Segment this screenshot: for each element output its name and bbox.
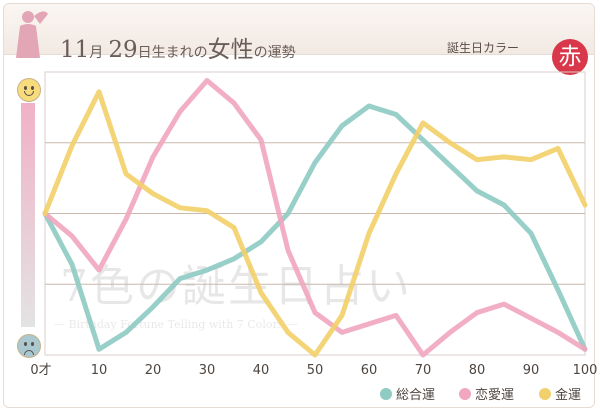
chart-frame	[3, 3, 595, 408]
series-line-2	[42, 89, 588, 358]
legend-money-swatch	[539, 388, 551, 400]
x-tick-label: 90	[523, 363, 540, 378]
x-tick-label: 100	[573, 363, 598, 378]
birthday-color-label: 誕生日カラー	[447, 41, 520, 55]
title-gender: 女性	[207, 37, 254, 63]
smile-face-icon	[17, 78, 41, 102]
sad-face-icon	[17, 334, 41, 358]
page-title: 11月 29日生まれの女性の運勢	[60, 30, 296, 64]
legend-item-love: 恋愛運	[459, 384, 514, 403]
title-month-unit: 月	[89, 45, 104, 61]
title-day-unit: 日生まれの	[137, 45, 208, 61]
watermark-subtitle: — Birthday Fortune Telling with 7 Colors…	[54, 318, 298, 331]
woman-silhouette-icon	[16, 11, 48, 58]
title-day: 29	[108, 37, 138, 63]
x-tick-label: 50	[307, 363, 324, 378]
legend-item-overall: 総合運	[380, 384, 435, 403]
legend-overall-swatch	[380, 388, 392, 400]
legend-item-money: 金運	[539, 384, 581, 403]
x-tick-label: 20	[145, 363, 162, 378]
x-tick-label: 70	[415, 363, 432, 378]
fortune-level-bar	[21, 103, 35, 327]
title-tail: の運勢	[253, 45, 296, 61]
x-tick-label: 80	[469, 363, 486, 378]
header: 11月 29日生まれの女性の運勢 誕生日カラー 赤	[4, 4, 594, 75]
legend-love-swatch	[459, 388, 471, 400]
legend-money-label: 金運	[555, 388, 582, 403]
title-month: 11	[60, 37, 90, 63]
x-tick-label: 60	[361, 363, 378, 378]
x-tick-label: 0才	[30, 363, 51, 378]
legend-love-label: 恋愛運	[475, 388, 515, 403]
series-line-1	[42, 78, 588, 358]
legend-overall-label: 総合運	[396, 388, 436, 403]
birthday-color-badge: 赤	[552, 39, 588, 75]
x-tick-label: 10	[91, 363, 108, 378]
series-line-0	[42, 103, 588, 352]
x-tick-label: 40	[253, 363, 270, 378]
x-tick-label: 30	[199, 363, 216, 378]
